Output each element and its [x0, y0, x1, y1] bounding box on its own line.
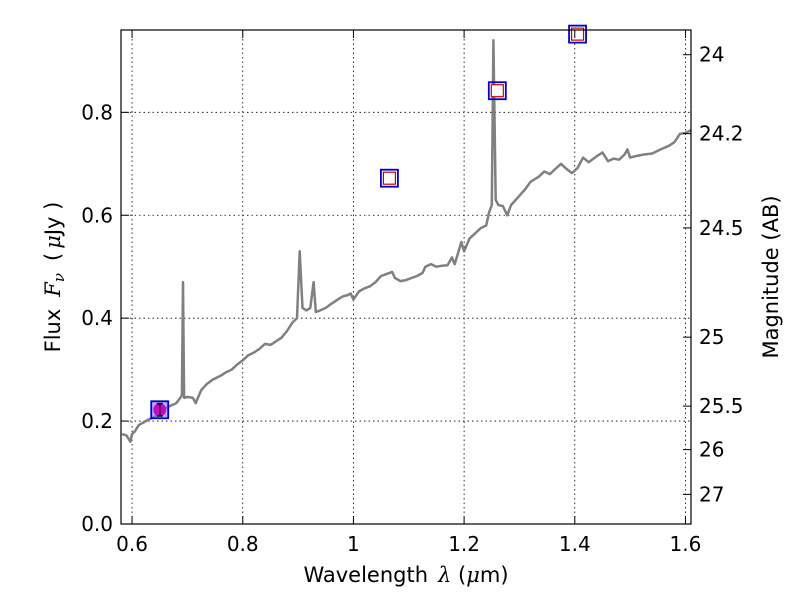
y-tick-label: 0.2	[81, 409, 113, 433]
y2-tick-label: 26	[699, 438, 724, 462]
y2-tick-label: 27	[699, 482, 724, 506]
y-tick-labels: 0.0 0.2 0.4 0.6 0.8	[81, 100, 113, 536]
x-tick-labels: 0.6 0.8 1 1.2 1.4 1.6	[116, 532, 701, 556]
y-tick-label: 0.6	[81, 203, 113, 227]
y-axis-label: FluxFν(μJy )	[41, 202, 68, 353]
photometry-point	[568, 24, 587, 44]
photometry-point	[487, 81, 507, 101]
y-tick-label: 0.4	[81, 306, 113, 330]
tick-marks	[121, 30, 691, 525]
y2-tick-label: 25.5	[699, 394, 744, 418]
y2-tick-label: 24	[699, 43, 724, 67]
x-tick-label: 1.2	[448, 532, 480, 556]
x-tick-label: 0.8	[227, 532, 259, 556]
photometry-outer-square	[568, 24, 587, 44]
x-axis-label: Wavelength λ (μm)	[303, 563, 508, 587]
y2-tick-label: 24.2	[699, 122, 744, 146]
y2-tick-labels: 24 24.2 24.5 25 25.5 26 27	[699, 43, 744, 507]
plot-frame	[120, 29, 692, 525]
x-tick-label: 1	[347, 532, 360, 556]
gridlines	[121, 30, 691, 524]
y-tick-label: 0.8	[81, 100, 113, 124]
photometry-outer-square	[487, 81, 507, 101]
x-tick-label: 1.6	[670, 532, 702, 556]
x-tick-label: 0.6	[116, 532, 148, 556]
photometry-outer-square	[379, 168, 399, 188]
photometry-point	[379, 168, 399, 188]
y2-tick-label: 25	[699, 325, 724, 349]
y2-tick-label: 24.5	[699, 216, 744, 240]
photometry-outer-square	[150, 400, 170, 420]
y2-axis-label: Magnitude (AB)	[759, 195, 783, 358]
photometry-inner-square	[382, 171, 396, 185]
photometry-inner-square	[490, 84, 504, 98]
x-tick-label: 1.4	[559, 532, 591, 556]
y-tick-label: 0.0	[81, 512, 113, 536]
spectrum-line	[121, 39, 692, 443]
photometry-point	[150, 400, 170, 420]
